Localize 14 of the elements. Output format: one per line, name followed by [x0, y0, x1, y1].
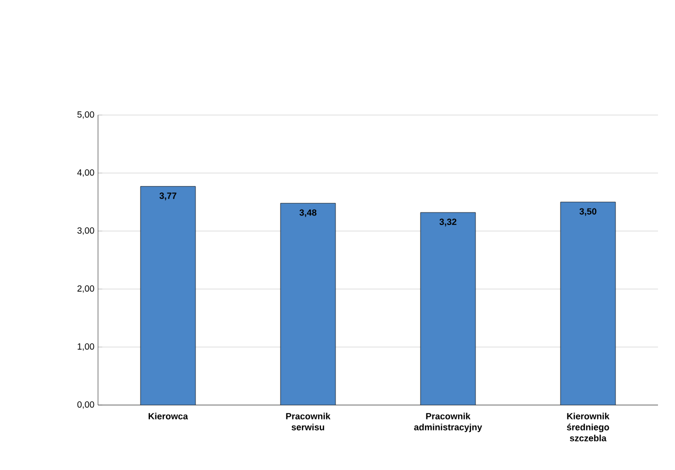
x-tick-label: Pracownik administracyjny	[414, 412, 482, 432]
data-label: 3,50	[579, 208, 596, 216]
data-label: 3,32	[439, 218, 456, 226]
y-tick-label: 5,00	[77, 111, 94, 119]
y-tick-label: 4,00	[77, 169, 94, 177]
x-tick-label: Pracownik serwisu	[286, 412, 330, 430]
x-tick-label: Kierownik średniego szczebla	[566, 412, 610, 442]
data-label: 3,77	[159, 192, 176, 200]
y-tick-label: 1,00	[78, 343, 94, 351]
y-tick-label: 2,00	[77, 285, 94, 293]
x-tick-label: Kierowca	[148, 412, 188, 420]
y-tick-label: 0,00	[77, 401, 94, 409]
y-tick-label: 3,00	[77, 227, 94, 235]
data-label: 3,48	[299, 209, 316, 218]
